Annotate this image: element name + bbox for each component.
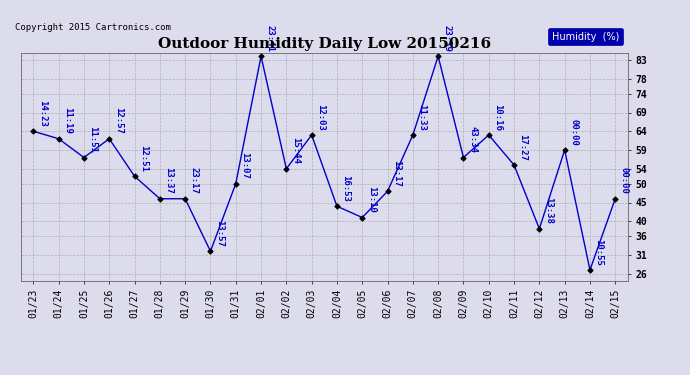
Text: 00:00: 00:00: [620, 167, 629, 194]
Text: 10:55: 10:55: [595, 238, 604, 266]
Point: [458, 154, 469, 160]
Point: [230, 181, 241, 187]
Text: 12:51: 12:51: [139, 145, 148, 172]
Point: [53, 136, 64, 142]
Point: [382, 188, 393, 194]
Point: [79, 154, 90, 160]
Point: [357, 214, 368, 220]
Point: [331, 203, 342, 209]
Point: [559, 147, 570, 153]
Point: [483, 132, 494, 138]
Text: 13:10: 13:10: [367, 186, 376, 213]
Point: [407, 132, 418, 138]
Text: 23:41: 23:41: [266, 25, 275, 52]
Point: [255, 53, 266, 59]
Legend: Humidity  (%): Humidity (%): [548, 28, 623, 45]
Title: Outdoor Humidity Daily Low 20150216: Outdoor Humidity Daily Low 20150216: [158, 38, 491, 51]
Text: 10:16: 10:16: [493, 104, 502, 130]
Text: 43:34: 43:34: [468, 126, 477, 153]
Text: 12:57: 12:57: [114, 107, 123, 134]
Point: [179, 196, 190, 202]
Text: 16:53: 16:53: [342, 175, 351, 202]
Text: 11:33: 11:33: [417, 104, 426, 130]
Text: Copyright 2015 Cartronics.com: Copyright 2015 Cartronics.com: [14, 23, 170, 32]
Point: [28, 128, 39, 134]
Point: [610, 196, 621, 202]
Text: 17:27: 17:27: [519, 134, 528, 160]
Point: [534, 226, 545, 232]
Text: 13:17: 13:17: [392, 160, 401, 187]
Text: 13:07: 13:07: [240, 152, 249, 179]
Text: 12:03: 12:03: [316, 104, 325, 130]
Text: 11:51: 11:51: [88, 126, 97, 153]
Text: 13:38: 13:38: [544, 197, 553, 224]
Point: [205, 248, 216, 254]
Text: 14:23: 14:23: [38, 100, 47, 127]
Point: [509, 162, 520, 168]
Text: 23:17: 23:17: [190, 167, 199, 194]
Text: 13:37: 13:37: [164, 167, 173, 194]
Text: 11:19: 11:19: [63, 107, 72, 134]
Point: [433, 53, 444, 59]
Point: [129, 173, 140, 179]
Text: 00:00: 00:00: [569, 118, 578, 146]
Point: [281, 166, 292, 172]
Point: [306, 132, 317, 138]
Point: [104, 136, 115, 142]
Text: 15:44: 15:44: [291, 137, 300, 164]
Text: 13:57: 13:57: [215, 220, 224, 247]
Text: 23:39: 23:39: [443, 25, 452, 52]
Point: [584, 267, 595, 273]
Point: [155, 196, 166, 202]
